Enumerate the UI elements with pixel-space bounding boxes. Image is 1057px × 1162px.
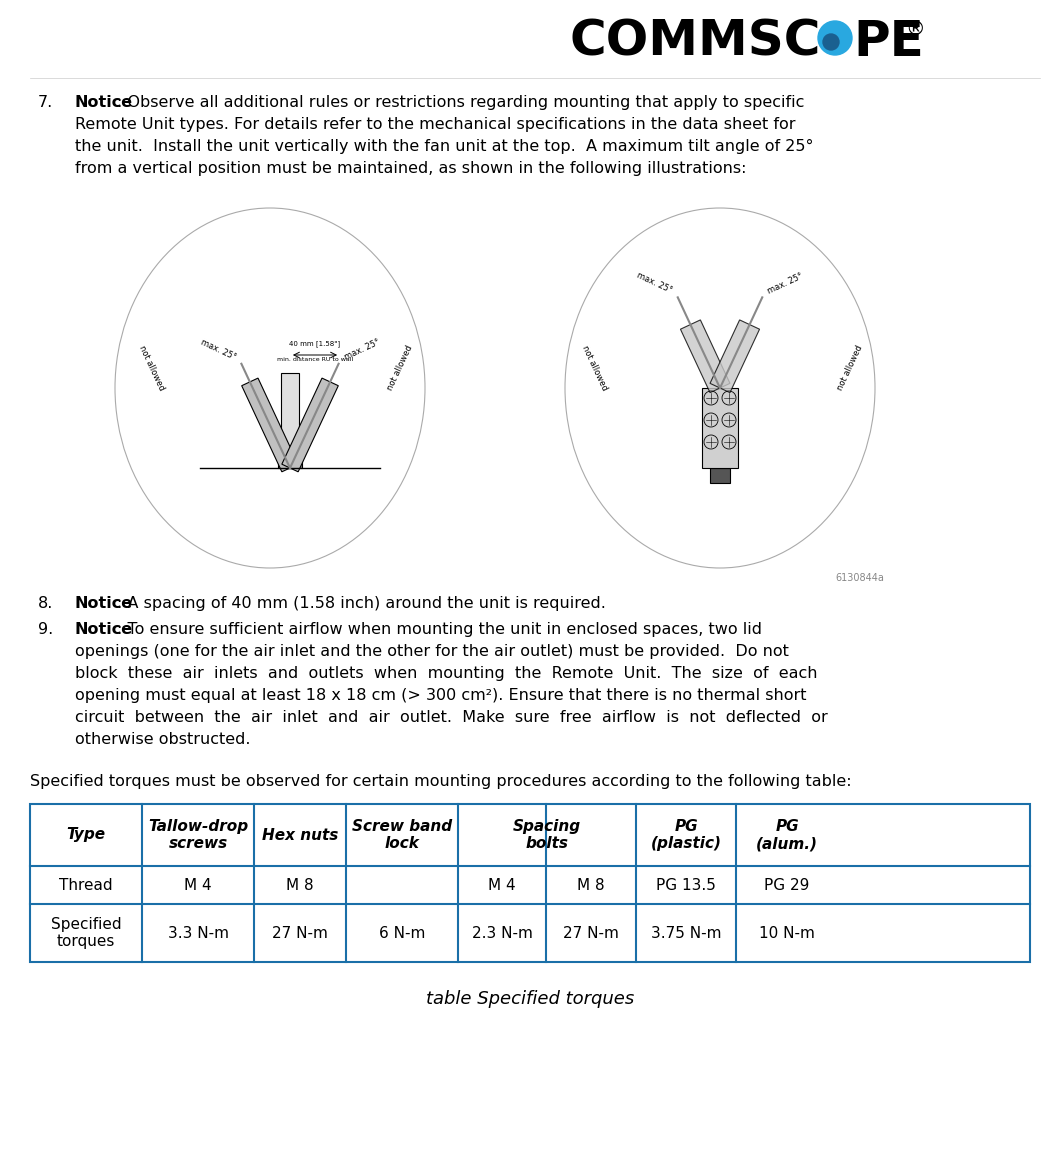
Text: 6130844a: 6130844a [835,573,884,583]
Text: table Specified torques: table Specified torques [426,990,634,1007]
Text: 10 N-m: 10 N-m [759,925,815,940]
Text: Notice: Notice [75,95,133,110]
Polygon shape [242,378,298,472]
Text: not allowed: not allowed [836,344,865,392]
Text: Notice: Notice [75,596,133,611]
Text: PG
(alum.): PG (alum.) [756,819,818,852]
Text: otherwise obstructed.: otherwise obstructed. [75,732,251,747]
Text: Remote Unit types. For details refer to the mechanical specifications in the dat: Remote Unit types. For details refer to … [75,117,796,132]
Text: the unit.  Install the unit vertically with the fan unit at the top.  A maximum : the unit. Install the unit vertically wi… [75,139,814,155]
Text: circuit  between  the  air  inlet  and  air  outlet.  Make  sure  free  airflow : circuit between the air inlet and air ou… [75,710,828,725]
Text: max. 25°: max. 25° [342,337,381,361]
Text: PG
(plastic): PG (plastic) [650,819,722,852]
Text: : To ensure sufficient airflow when mounting the unit in enclosed spaces, two li: : To ensure sufficient airflow when moun… [117,622,762,637]
Text: not allowed: not allowed [137,344,166,392]
Text: 8.: 8. [38,596,53,611]
Bar [281,373,299,468]
Text: PE: PE [853,17,924,66]
Text: 40 mm [1.58"]: 40 mm [1.58"] [290,340,340,347]
Text: Specified torques must be observed for certain mounting procedures according to : Specified torques must be observed for c… [30,774,852,789]
Bar [710,468,730,483]
Text: : A spacing of 40 mm (1.58 inch) around the unit is required.: : A spacing of 40 mm (1.58 inch) around … [117,596,606,611]
Text: 27 N-m: 27 N-m [272,925,328,940]
Text: M 4: M 4 [184,877,211,892]
Text: openings (one for the air inlet and the other for the air outlet) must be provid: openings (one for the air inlet and the … [75,644,789,659]
Text: 3.3 N-m: 3.3 N-m [167,925,228,940]
Text: max. 25°: max. 25° [199,337,238,361]
Text: from a vertical position must be maintained, as shown in the following illustrat: from a vertical position must be maintai… [75,162,746,175]
Text: 9.: 9. [38,622,53,637]
Text: ®: ® [905,20,925,40]
Text: 2.3 N-m: 2.3 N-m [471,925,533,940]
Text: 3.75 N-m: 3.75 N-m [651,925,721,940]
Text: 6 N-m: 6 N-m [378,925,425,940]
Text: PG 29: PG 29 [764,877,810,892]
Text: Hex nuts: Hex nuts [262,827,338,842]
Text: Thread: Thread [59,877,113,892]
Polygon shape [681,320,730,393]
Text: Notice: Notice [75,622,133,637]
Polygon shape [282,378,338,472]
Bar [278,458,302,468]
Circle shape [823,34,839,50]
Text: 7.: 7. [38,95,53,110]
Circle shape [818,21,852,55]
Text: Tallow-drop
screws: Tallow-drop screws [148,819,248,852]
Text: 27 N-m: 27 N-m [563,925,619,940]
Text: Specified
torques: Specified torques [51,917,122,949]
Text: PG 13.5: PG 13.5 [656,877,716,892]
Text: block  these  air  inlets  and  outlets  when  mounting  the  Remote  Unit.  The: block these air inlets and outlets when … [75,666,817,681]
Text: : Observe all additional rules or restrictions regarding mounting that apply to : : Observe all additional rules or restri… [117,95,804,110]
Text: Spacing
bolts: Spacing bolts [513,819,581,852]
Text: not allowed: not allowed [386,344,414,392]
Bar [702,388,738,468]
Text: COMMSC: COMMSC [570,17,821,66]
Text: max. 25°: max. 25° [766,271,804,295]
Text: not allowed: not allowed [580,344,610,392]
Bar [30,804,1030,962]
Text: min. distance RU to wall: min. distance RU to wall [277,357,353,363]
Text: Type: Type [67,827,106,842]
Text: max. 25°: max. 25° [635,271,673,295]
Text: opening must equal at least 18 x 18 cm (> 300 cm²). Ensure that there is no ther: opening must equal at least 18 x 18 cm (… [75,688,806,703]
Text: M 8: M 8 [577,877,605,892]
Text: M 8: M 8 [286,877,314,892]
Polygon shape [710,320,760,393]
Text: M 4: M 4 [488,877,516,892]
Text: Screw band
lock: Screw band lock [352,819,452,852]
